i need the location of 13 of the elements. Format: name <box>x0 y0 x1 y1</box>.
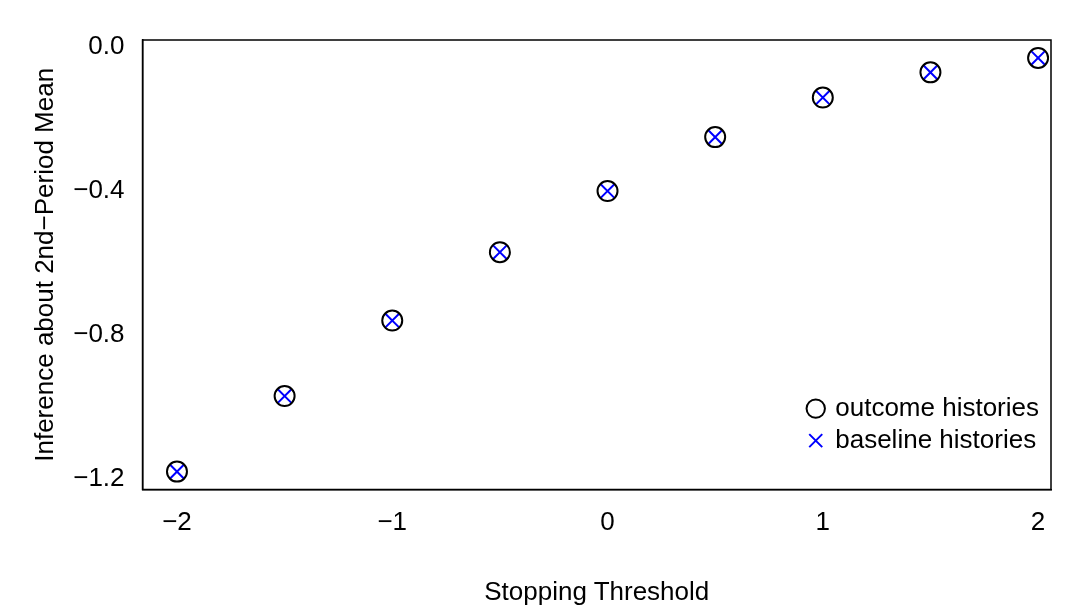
x-tick-label: −1 <box>377 506 408 537</box>
legend-label: baseline histories <box>835 423 1037 454</box>
x-axis-title: Stopping Threshold <box>484 575 710 606</box>
x-tick-label: 2 <box>1030 506 1046 537</box>
x-tick-label: 0 <box>600 506 615 537</box>
x-tick-label: −2 <box>162 506 192 537</box>
x-tick-label: 1 <box>815 506 831 537</box>
y-axis-title: Inference about 2nd−Period Mean <box>28 67 59 462</box>
y-tick-label: −0.4 <box>73 174 125 205</box>
y-tick-label: 0.0 <box>88 30 125 61</box>
legend-label: outcome histories <box>835 391 1040 422</box>
y-tick-label: −1.2 <box>73 461 125 492</box>
y-tick-label: −0.8 <box>73 318 125 349</box>
